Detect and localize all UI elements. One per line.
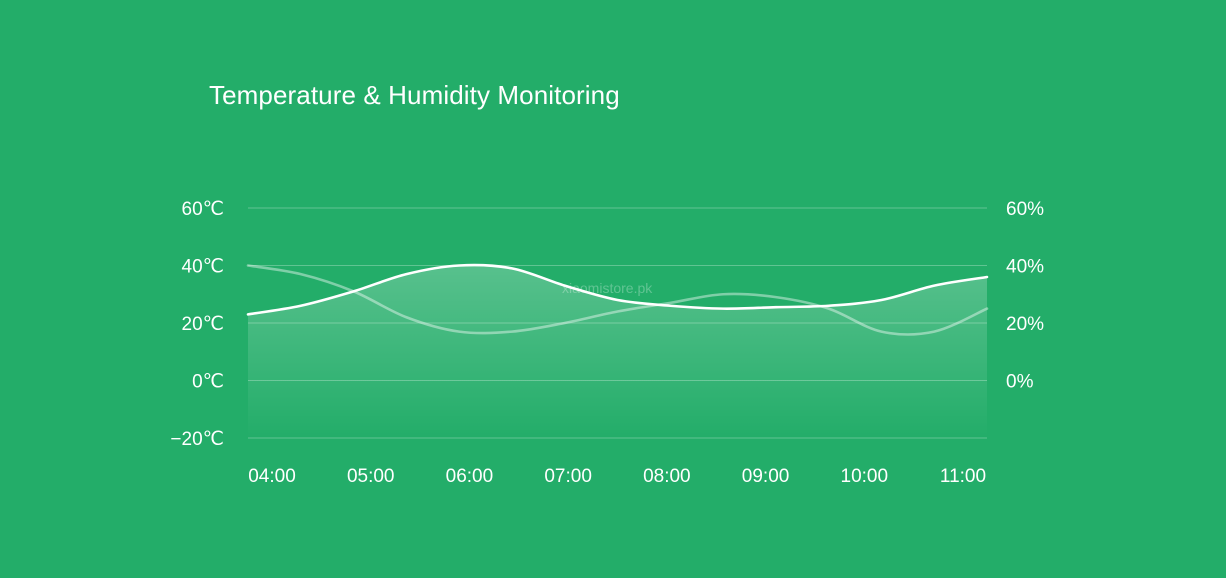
y-tick-left: 20℃ [182, 314, 224, 335]
temperature-line [246, 263, 989, 316]
y-axis-right: 60% 40% 20% 0% [1006, 199, 1044, 393]
x-tick: 10:00 [841, 466, 889, 487]
y-tick-right: 0% [1006, 372, 1034, 393]
x-tick: 04:00 [248, 466, 296, 487]
x-tick: 06:00 [446, 466, 494, 487]
watermark: xiaomistore.pk [562, 280, 653, 296]
series-lines [246, 263, 989, 336]
y-axis-left: 60℃ 40℃ 20℃ 0℃ −20℃ [170, 199, 224, 450]
y-tick-left: 60℃ [182, 199, 224, 220]
x-axis: 04:00 05:00 06:00 07:00 08:00 09:00 10:00 11:00 [248, 466, 986, 487]
y-tick-right: 60% [1006, 199, 1044, 220]
temperature-area-fill [248, 265, 987, 438]
x-tick: 05:00 [347, 466, 395, 487]
y-tick-left: 40℃ [182, 257, 224, 278]
y-tick-right: 20% [1006, 314, 1044, 335]
chart-title: Temperature & Humidity Monitoring [209, 80, 620, 110]
humidity-line [246, 264, 989, 336]
x-tick: 11:00 [940, 466, 986, 487]
y-tick-left: 0℃ [192, 372, 224, 393]
y-tick-right: 40% [1006, 257, 1044, 278]
x-tick: 08:00 [643, 466, 691, 487]
x-tick: 07:00 [544, 466, 592, 487]
temperature-area [248, 265, 987, 438]
y-tick-left: −20℃ [170, 429, 224, 450]
x-tick: 09:00 [742, 466, 790, 487]
